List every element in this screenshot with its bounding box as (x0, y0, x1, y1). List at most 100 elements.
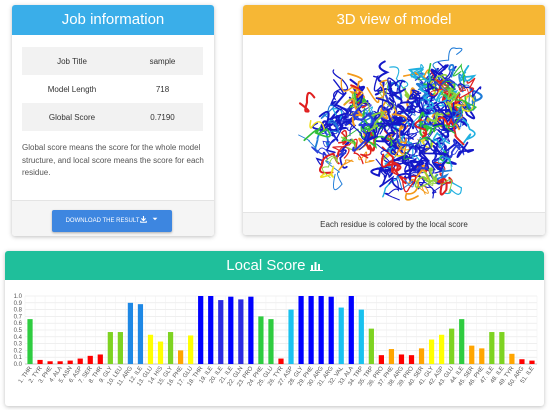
ribbon-segment (454, 96, 477, 111)
score-bar[interactable] (258, 316, 264, 364)
local-score-chart: 0.00.10.20.30.40.50.60.70.80.91.01. THR2… (14, 294, 538, 388)
ribbon-segment (414, 102, 431, 120)
job-information-card: Job information Job Title sample Model L… (12, 5, 214, 236)
job-info-table: Job Title sample Model Length 718 Global… (22, 47, 203, 131)
score-bar[interactable] (37, 359, 43, 364)
score-bar[interactable] (27, 319, 33, 364)
score-bar[interactable] (198, 296, 204, 364)
ribbon-segment (408, 110, 442, 144)
score-bar[interactable] (107, 332, 113, 364)
job-information-header: Job information (12, 5, 214, 35)
y-tick-label: 0.3 (14, 342, 23, 348)
ribbon-segment (432, 144, 450, 166)
score-bar[interactable] (47, 361, 53, 364)
model-viewer[interactable] (243, 35, 545, 212)
score-bar[interactable] (318, 296, 324, 364)
score-bar[interactable] (278, 358, 284, 364)
y-tick-label: 0.5 (14, 328, 23, 334)
score-bar[interactable] (418, 348, 425, 364)
score-bar[interactable] (228, 296, 234, 364)
ribbon-segment (319, 120, 338, 137)
score-bar[interactable] (268, 319, 274, 364)
score-bar[interactable] (489, 332, 495, 364)
score-bar[interactable] (398, 354, 405, 364)
ribbon-segment (435, 176, 453, 196)
ribbon-segment (397, 165, 417, 183)
download-icon (140, 216, 148, 223)
ribbon-segment (432, 153, 457, 170)
score-bar[interactable] (147, 334, 154, 364)
score-bar[interactable] (87, 355, 93, 364)
ribbon-segment (457, 83, 482, 98)
ribbon-segment (358, 151, 375, 164)
score-bar[interactable] (238, 299, 244, 364)
score-bar[interactable] (288, 309, 294, 364)
ribbon-segment (404, 128, 417, 146)
model-length-value: 718 (155, 84, 170, 94)
ribbon-segment (424, 105, 440, 125)
ribbon-segment (459, 65, 477, 82)
score-bar[interactable] (127, 302, 134, 364)
score-bar[interactable] (248, 296, 254, 364)
score-bar[interactable] (167, 332, 174, 364)
ribbon-segment (360, 122, 378, 140)
score-bar[interactable] (67, 360, 73, 364)
score-bar[interactable] (97, 354, 103, 364)
score-bar[interactable] (499, 332, 505, 364)
score-bar[interactable] (428, 339, 435, 364)
ribbon-segment (298, 91, 316, 113)
score-bar[interactable] (188, 335, 194, 364)
ribbon-segment (381, 146, 407, 185)
y-tick-label: 0.9 (14, 301, 23, 307)
score-bar[interactable] (208, 296, 214, 364)
ribbon-segment (394, 137, 408, 156)
bar-chart-icon (309, 262, 323, 271)
score-bar[interactable] (77, 358, 83, 364)
score-bar[interactable] (298, 296, 304, 364)
ribbon-segment (410, 64, 425, 78)
ribbon-segment (396, 103, 414, 122)
score-bar[interactable] (408, 355, 415, 364)
score-bar[interactable] (529, 360, 535, 364)
score-bar[interactable] (117, 332, 123, 364)
ribbon-segment (433, 145, 447, 161)
download-result-button[interactable]: DOWNLOAD THE RESULT (52, 210, 172, 232)
ribbon-segment (422, 152, 443, 174)
ribbon-segment (366, 79, 388, 104)
score-explanation: Global score means the score for the who… (22, 143, 204, 177)
score-bar[interactable] (439, 334, 445, 364)
ribbon-segment (359, 133, 393, 149)
score-bar[interactable] (479, 348, 485, 364)
score-bar[interactable] (449, 328, 455, 364)
ribbon-segment (459, 77, 476, 99)
score-bar[interactable] (358, 309, 364, 364)
ribbon-segment (340, 78, 364, 103)
ribbon-segment (425, 83, 435, 103)
3d-view-header: 3D view of model (243, 5, 545, 35)
ribbon-segment (325, 128, 339, 154)
score-bar[interactable] (328, 296, 334, 364)
y-tick-label: 1.0 (14, 294, 23, 300)
score-bar[interactable] (509, 353, 515, 364)
protein-structure-image (298, 47, 483, 201)
score-bar[interactable] (157, 341, 164, 364)
ribbon-segment (392, 171, 417, 193)
score-bar[interactable] (137, 304, 144, 364)
score-bar[interactable] (459, 319, 465, 364)
ribbon-segment (442, 139, 461, 159)
score-bar[interactable] (519, 359, 525, 364)
score-bar[interactable] (469, 345, 475, 364)
score-bar[interactable] (177, 350, 184, 364)
score-bar[interactable] (57, 361, 63, 364)
score-bar[interactable] (378, 355, 385, 364)
score-bar[interactable] (368, 328, 374, 364)
score-bar[interactable] (338, 307, 344, 364)
local-score-header: Local Score (5, 251, 544, 280)
score-bar[interactable] (348, 296, 354, 364)
score-bar[interactable] (388, 349, 395, 364)
ribbon-segment (376, 117, 392, 136)
score-bar[interactable] (218, 300, 224, 364)
score-bar[interactable] (308, 296, 314, 364)
job-title-label: Job Title (22, 47, 122, 75)
ribbon-segment (438, 156, 453, 170)
